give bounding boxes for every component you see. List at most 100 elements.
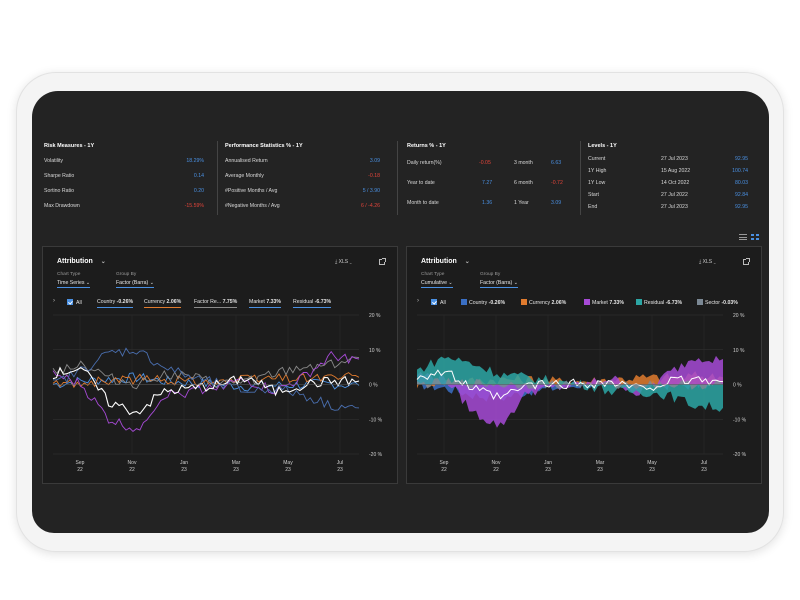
x-tick-label: May [283, 460, 293, 466]
legend-item[interactable]: Country -0.26% [97, 299, 134, 308]
y-tick-label: -20 % [733, 452, 747, 458]
x-tick-label: 22 [77, 467, 83, 473]
x-tick-label: Sep [440, 460, 449, 466]
expand-icon[interactable] [743, 258, 750, 265]
x-tick-label: 22 [129, 467, 135, 473]
levels-label: 1Y Low [588, 180, 606, 186]
returns-block: Returns % - 1Y Daily return(%) -0.05 3 m… [407, 143, 567, 213]
list-view-icon[interactable] [739, 234, 747, 240]
returns-label: 3 month [514, 160, 533, 166]
legend-item[interactable]: Currency 2.06% [144, 299, 182, 308]
levels-value: 92.95 [735, 204, 748, 210]
chart-type-select[interactable]: Cumulative ⌄ [421, 280, 453, 288]
legend-item[interactable]: Country -0.26% [461, 299, 505, 306]
legend-swatch [697, 299, 703, 305]
y-tick-label: 0 % [733, 383, 742, 389]
x-tick-label: Jan [180, 460, 188, 466]
performance-label: #Positive Months / Avg [225, 188, 278, 194]
returns-value: 6.63 [551, 160, 562, 166]
legend-swatch [461, 299, 467, 305]
divider [580, 141, 581, 215]
grid-view-icon[interactable] [751, 234, 759, 240]
returns-label: 1 Year [514, 200, 529, 206]
returns-value: -0.72 [551, 180, 563, 186]
legend-all[interactable]: All [431, 299, 446, 306]
legend-item[interactable]: Factor Re... 7.75% [194, 299, 238, 308]
levels-label: Start [588, 192, 599, 198]
returns-label: Month to date [407, 200, 439, 206]
panel-title-text: Attribution [421, 258, 457, 265]
chevron-right-icon[interactable]: › [53, 298, 55, 304]
risk-label: Volatility [44, 158, 64, 164]
legend-all-label: All [76, 300, 82, 306]
legend-value: 7.75% [222, 299, 238, 305]
legend-value: 7.33% [609, 300, 625, 306]
group-by-select[interactable]: Factor (Barra) ⌄ [480, 280, 519, 288]
x-tick-label: 23 [337, 467, 343, 473]
group-by-select[interactable]: Factor (Barra) ⌄ [116, 280, 155, 288]
risk-measures-block: Risk Measures - 1Y Volatility 18.29% Sha… [44, 143, 204, 213]
levels-label: 1Y High [588, 168, 607, 174]
chart-type-value: Time Series [57, 280, 85, 286]
x-tick-label: 22 [493, 467, 499, 473]
risk-label: Max Drawdown [44, 203, 80, 209]
y-tick-label: 10 % [369, 348, 381, 354]
legend-all-label: All [440, 300, 446, 306]
x-tick-label: Sep [76, 460, 85, 466]
legend-color [97, 307, 134, 308]
legend-color [293, 307, 332, 308]
chart-type-select[interactable]: Time Series ⌄ [57, 280, 91, 288]
returns-title: Returns % - 1Y [407, 143, 446, 149]
y-tick-label: 20 % [369, 313, 381, 319]
x-tick-label: Jul [337, 460, 343, 466]
performance-value: -0.18 [368, 173, 380, 179]
legend-item[interactable]: Residual -6.73% [636, 299, 682, 306]
legend-name: Factor Re... [194, 299, 222, 305]
legend-color [194, 307, 238, 308]
legend-item[interactable]: Residual -6.73% [293, 299, 332, 308]
legend-name: Country [469, 300, 488, 306]
levels-label: Current [588, 156, 606, 162]
attribution-panel-left: Attribution ⌄ ⤓ XLS ⌄ Chart Type Time Ser… [42, 246, 398, 484]
legend-value: 2.06% [551, 300, 567, 306]
x-tick-label: 23 [285, 467, 291, 473]
x-tick-label: May [647, 460, 657, 466]
legend-value: -0.26% [116, 299, 134, 305]
levels-date: 27 Jul 2023 [661, 156, 688, 162]
returns-label: 6 month [514, 180, 533, 186]
y-tick-label: 20 % [733, 313, 745, 319]
risk-label: Sharpe Ratio [44, 173, 75, 179]
legend-name: Currency [529, 300, 551, 306]
x-tick-label: 23 [701, 467, 707, 473]
performance-title: Performance Statistics % - 1Y [225, 143, 303, 149]
dashboard-screen: Risk Measures - 1Y Volatility 18.29% Sha… [32, 91, 769, 533]
y-tick-label: 10 % [733, 348, 745, 354]
download-xls-button[interactable]: ⤓ XLS ⌄ [335, 259, 352, 265]
legend-name: Country [97, 299, 116, 305]
line-series-residual [53, 347, 360, 411]
legend-all[interactable]: All [67, 299, 82, 306]
returns-value: 3.09 [551, 200, 562, 206]
legend-item[interactable]: Market 7.33% [249, 299, 282, 308]
performance-value: 6 / -4.26 [360, 203, 380, 209]
expand-icon[interactable] [379, 258, 386, 265]
panel-title-text: Attribution [57, 258, 93, 265]
legend-name: Residual [644, 300, 665, 306]
panel-title: Attribution ⌄ [57, 258, 106, 265]
xls-label: XLS [702, 259, 713, 265]
levels-value: 100.74 [732, 168, 748, 174]
chevron-right-icon[interactable]: › [417, 298, 419, 304]
performance-label: #Negative Months / Avg [225, 203, 280, 209]
legend-item[interactable]: Market 7.33% [584, 299, 624, 306]
risk-title: Risk Measures - 1Y [44, 143, 95, 149]
chevron-down-icon[interactable]: ⌄ [464, 259, 470, 265]
chevron-down-icon[interactable]: ⌄ [100, 259, 106, 265]
legend-item[interactable]: Currency 2.06% [521, 299, 566, 306]
area-series-market [417, 355, 723, 428]
x-tick-label: 23 [233, 467, 239, 473]
x-tick-label: 23 [649, 467, 655, 473]
group-by-value: Factor (Barra) [480, 280, 513, 286]
download-xls-button[interactable]: ⤓ XLS ⌄ [699, 259, 716, 265]
legend-item[interactable]: Sector -0.03% [697, 299, 738, 306]
x-tick-label: Nov [128, 460, 137, 466]
